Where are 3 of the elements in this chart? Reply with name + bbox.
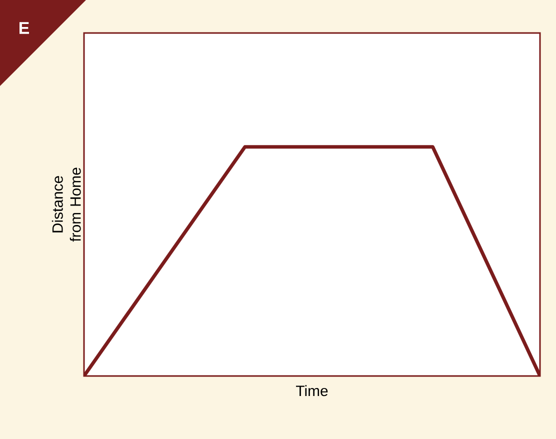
y-axis-title: Distance from Home xyxy=(52,168,81,242)
text: E xyxy=(20,22,29,34)
x-axis-title: Time xyxy=(296,385,328,396)
